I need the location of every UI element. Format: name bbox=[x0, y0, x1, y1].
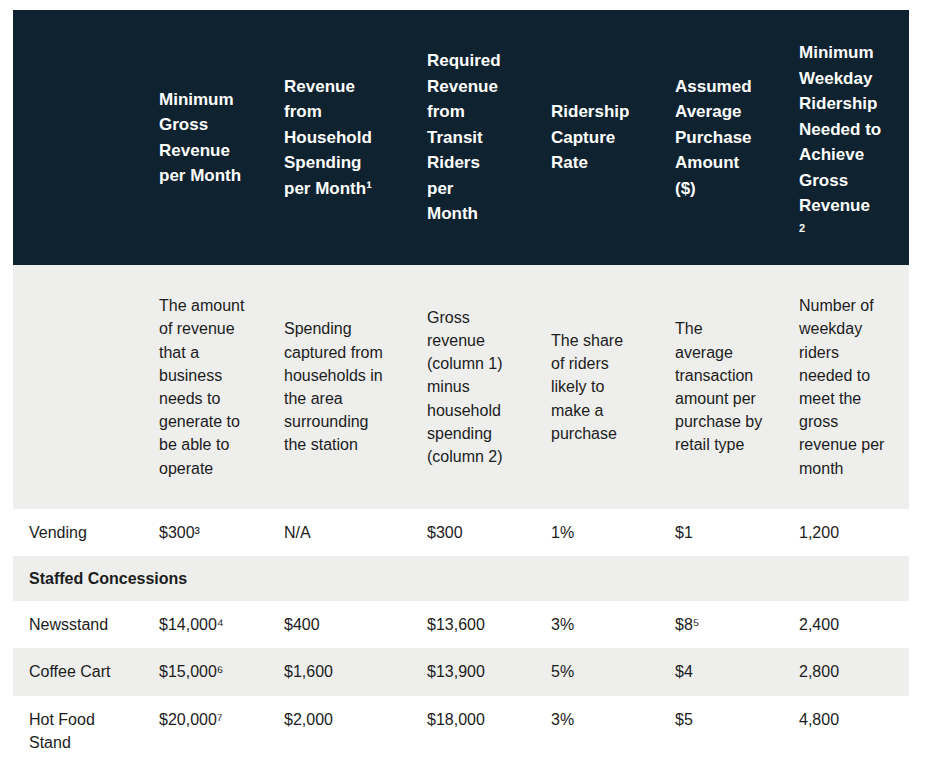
cell-household-spending: $1,600 bbox=[268, 648, 411, 695]
column-header-ridership-capture-rate: Ridership Capture Rate bbox=[535, 10, 659, 265]
description-cell-required-revenue: Gross revenue (column 1) minus household… bbox=[411, 265, 535, 509]
table-row-vending: Vending $300³ N/A $300 1% $1 1,200 bbox=[13, 509, 909, 556]
column-header-household-spending-revenue: Revenue from Household Spending per Mont… bbox=[268, 10, 411, 265]
description-cell-capture-rate: The share of riders likely to make a pur… bbox=[535, 265, 659, 509]
cell-capture-rate: 5% bbox=[535, 648, 659, 695]
header-row: Minimum Gross Revenue per Month Revenue … bbox=[13, 10, 909, 265]
cell-weekday-ridership: 1,200 bbox=[783, 509, 909, 556]
row-label: Coffee Cart bbox=[13, 648, 143, 695]
cell-weekday-ridership: 2,400 bbox=[783, 601, 909, 648]
section-row-staffed-concessions: Staffed Concessions bbox=[13, 556, 909, 601]
row-label: Newsstand bbox=[13, 601, 143, 648]
cell-weekday-ridership: 2,800 bbox=[783, 648, 909, 695]
cell-household-spending: $2,000 bbox=[268, 696, 411, 766]
description-cell-empty bbox=[13, 265, 143, 509]
table-row-newsstand: Newsstand $14,000⁴ $400 $13,600 3% $8⁵ 2… bbox=[13, 601, 909, 648]
cell-required-revenue: $300 bbox=[411, 509, 535, 556]
description-cell-weekday-ridership: Number of weekday riders needed to meet … bbox=[783, 265, 909, 509]
cell-capture-rate: 3% bbox=[535, 601, 659, 648]
cell-household-spending: $400 bbox=[268, 601, 411, 648]
table-body: The amount of revenue that a business ne… bbox=[13, 265, 909, 766]
description-cell-household-spending: Spending captured from households in the… bbox=[268, 265, 411, 509]
cell-weekday-ridership: 4,800 bbox=[783, 696, 909, 766]
cell-min-gross-revenue: $15,000⁶ bbox=[143, 648, 268, 695]
description-cell-minimum-gross-revenue: The amount of revenue that a business ne… bbox=[143, 265, 268, 509]
cell-purchase-amount: $8⁵ bbox=[659, 601, 783, 648]
cell-required-revenue: $13,900 bbox=[411, 648, 535, 695]
column-header-label: Minimum Weekday Ridership Needed to Achi… bbox=[799, 43, 881, 215]
page: Minimum Gross Revenue per Month Revenue … bbox=[0, 0, 928, 776]
cell-min-gross-revenue: $300³ bbox=[143, 509, 268, 556]
cell-capture-rate: 1% bbox=[535, 509, 659, 556]
cell-purchase-amount: $1 bbox=[659, 509, 783, 556]
table-row-coffee-cart: Coffee Cart $15,000⁶ $1,600 $13,900 5% $… bbox=[13, 648, 909, 695]
row-label: Hot Food Stand bbox=[13, 696, 143, 766]
concession-revenue-table: Minimum Gross Revenue per Month Revenue … bbox=[13, 10, 909, 766]
cell-min-gross-revenue: $14,000⁴ bbox=[143, 601, 268, 648]
column-header-required-transit-rider-revenue: Required Revenue from Transit Riders per… bbox=[411, 10, 535, 265]
column-header-empty bbox=[13, 10, 143, 265]
column-header-minimum-weekday-ridership: Minimum Weekday Ridership Needed to Achi… bbox=[783, 10, 909, 265]
section-title: Staffed Concessions bbox=[13, 556, 909, 601]
cell-capture-rate: 3% bbox=[535, 696, 659, 766]
table-header: Minimum Gross Revenue per Month Revenue … bbox=[13, 10, 909, 265]
cell-purchase-amount: $5 bbox=[659, 696, 783, 766]
cell-required-revenue: $18,000 bbox=[411, 696, 535, 766]
cell-purchase-amount: $4 bbox=[659, 648, 783, 695]
description-row: The amount of revenue that a business ne… bbox=[13, 265, 909, 509]
cell-household-spending: N/A bbox=[268, 509, 411, 556]
description-cell-purchase-amount: The average transaction amount per purch… bbox=[659, 265, 783, 509]
cell-min-gross-revenue: $20,000⁷ bbox=[143, 696, 268, 766]
cell-required-revenue: $13,600 bbox=[411, 601, 535, 648]
footnote-marker: 2 bbox=[799, 222, 883, 235]
column-header-minimum-gross-revenue: Minimum Gross Revenue per Month bbox=[143, 10, 268, 265]
table-row-hot-food-stand: Hot Food Stand $20,000⁷ $2,000 $18,000 3… bbox=[13, 696, 909, 766]
row-label: Vending bbox=[13, 509, 143, 556]
column-header-assumed-average-purchase: Assumed Average Purchase Amount ($) bbox=[659, 10, 783, 265]
